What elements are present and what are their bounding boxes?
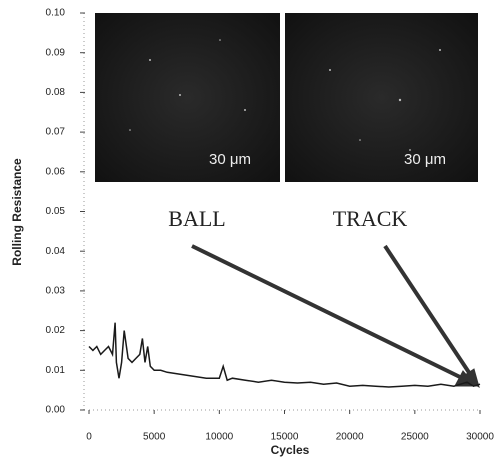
x-tick-label: 20000 xyxy=(336,432,364,443)
inset-label: 30 μm xyxy=(404,151,446,168)
annotation: TRACK xyxy=(333,206,408,231)
x-tick-label: 10000 xyxy=(205,432,233,443)
x-axis-label: Cycles xyxy=(271,443,310,457)
y-tick-label: 0.02 xyxy=(46,325,66,336)
y-tick-label: 0.05 xyxy=(46,206,66,217)
x-tick-label: 25000 xyxy=(401,432,429,443)
speckles xyxy=(129,39,441,151)
y-tick-label: 0.09 xyxy=(46,47,66,58)
arrows xyxy=(191,244,480,389)
annotation: BALL xyxy=(168,206,225,231)
inset-label: 30 μm xyxy=(209,151,251,168)
y-tick-label: 0.06 xyxy=(46,166,66,177)
y-tick-label: 0.03 xyxy=(46,286,66,297)
y-tick-label: 0.08 xyxy=(46,87,66,98)
x-tick-label: 0 xyxy=(86,432,92,443)
x-tick-label: 5000 xyxy=(143,432,166,443)
inset-image xyxy=(285,13,478,182)
y-tick-label: 0.04 xyxy=(46,246,66,257)
y-tick-label: 0.10 xyxy=(46,8,66,19)
inset-image xyxy=(95,13,280,182)
y-tick-label: 0.00 xyxy=(46,405,66,416)
y-axis-label: Rolling Resistance xyxy=(10,158,24,266)
y-tick-label: 0.01 xyxy=(46,365,66,376)
x-tick-label: 15000 xyxy=(271,432,299,443)
x-tick-label: 30000 xyxy=(466,432,494,443)
data-line xyxy=(88,322,481,388)
y-tick-label: 0.07 xyxy=(46,127,66,138)
